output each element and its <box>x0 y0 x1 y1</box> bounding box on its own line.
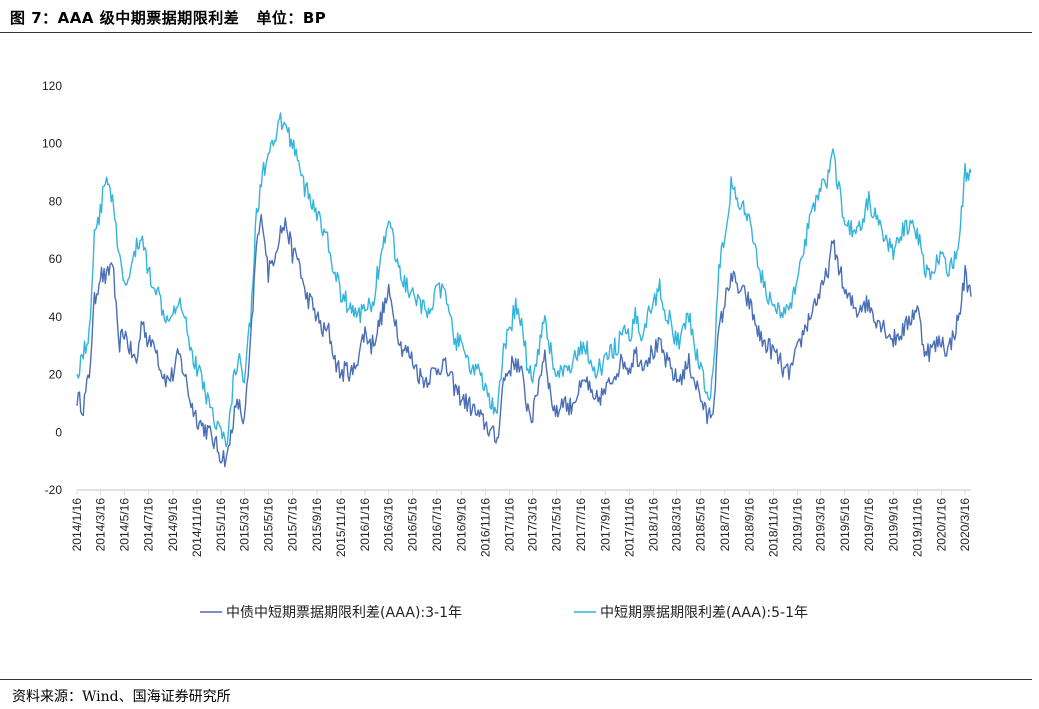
y-tick-label: 120 <box>42 79 62 93</box>
x-tick-label: 2016/3/16 <box>382 498 396 552</box>
bottom-rule <box>0 679 1032 680</box>
x-tick-label: 2014/9/16 <box>166 498 180 552</box>
x-tick-label: 2018/9/16 <box>742 498 756 552</box>
x-tick-label: 2017/7/16 <box>574 498 588 552</box>
x-tick-label: 2014/1/16 <box>70 498 84 552</box>
y-tick-label: 20 <box>49 368 63 382</box>
x-tick-label: 2017/1/16 <box>502 498 516 552</box>
x-tick-label: 2015/9/16 <box>310 498 324 552</box>
x-tick-label: 2016/1/16 <box>358 498 372 552</box>
series-line-2 <box>76 112 972 448</box>
x-tick-label: 2017/9/16 <box>598 498 612 552</box>
x-tick-label: 2017/3/16 <box>526 498 540 552</box>
x-tick-label: 2019/7/16 <box>862 498 876 552</box>
y-tick-label: 0 <box>55 425 62 439</box>
y-tick-label: -20 <box>45 483 63 497</box>
x-tick-label: 2016/11/16 <box>478 498 492 557</box>
y-tick-label: 80 <box>49 194 63 208</box>
x-tick-label: 2018/1/16 <box>646 498 660 552</box>
x-tick-label: 2016/7/16 <box>430 498 444 552</box>
x-tick-label: 2016/9/16 <box>454 498 468 552</box>
legend-label-1: 中债中短期票据期限利差(AAA):3-1年 <box>226 605 462 621</box>
x-tick-label: 2020/3/16 <box>958 498 972 552</box>
x-tick-label: 2015/5/16 <box>261 498 275 552</box>
series-lines <box>76 112 972 468</box>
y-axis: -20 0 20 40 60 80 100 120 <box>42 79 62 497</box>
x-tick-label: 2017/5/16 <box>550 498 564 552</box>
x-tick-label: 2019/3/16 <box>814 498 828 552</box>
x-tick-label: 2014/5/16 <box>117 498 131 552</box>
series-line-1 <box>76 213 972 468</box>
x-tick-label: 2019/9/16 <box>886 498 900 552</box>
x-tick-label: 2018/11/16 <box>766 498 780 557</box>
x-tick-label: 2020/1/16 <box>934 498 948 552</box>
x-tick-label: 2019/11/16 <box>910 498 924 557</box>
x-tick-label: 2014/11/16 <box>190 498 204 557</box>
x-tick-label: 2015/11/16 <box>334 498 348 557</box>
x-tick-label: 2014/3/16 <box>93 498 107 552</box>
source-note: 资料来源：Wind、国海证券研究所 <box>12 689 231 705</box>
top-rule <box>0 32 1032 33</box>
y-tick-label: 100 <box>42 137 62 151</box>
figure-title: 图 7：AAA 级中期票据期限利差 单位：BP <box>10 9 327 27</box>
legend: 中债中短期票据期限利差(AAA):3-1年 中短期票据期限利差(AAA):5-1年 <box>200 605 808 621</box>
x-tick-label: 2016/5/16 <box>406 498 420 552</box>
legend-label-2: 中短期票据期限利差(AAA):5-1年 <box>600 605 808 621</box>
y-tick-label: 40 <box>49 310 63 324</box>
y-tick-label: 60 <box>49 252 63 266</box>
x-tick-label: 2014/7/16 <box>141 498 155 552</box>
x-tick-label: 2018/7/16 <box>718 498 732 552</box>
x-tick-label: 2019/1/16 <box>790 498 804 552</box>
x-tick-label: 2018/3/16 <box>670 498 684 552</box>
x-tick-label: 2019/5/16 <box>838 498 852 552</box>
x-tick-label: 2015/1/16 <box>214 498 228 552</box>
x-tick-label: 2017/11/16 <box>622 498 636 557</box>
x-tick-label: 2015/7/16 <box>285 498 299 552</box>
x-tick-label: 2015/3/16 <box>237 498 251 552</box>
x-axis: 2014/1/16 2014/3/16 2014/5/16 2014/7/16 2014… <box>70 489 972 557</box>
x-tick-label: 2018/5/16 <box>694 498 708 552</box>
